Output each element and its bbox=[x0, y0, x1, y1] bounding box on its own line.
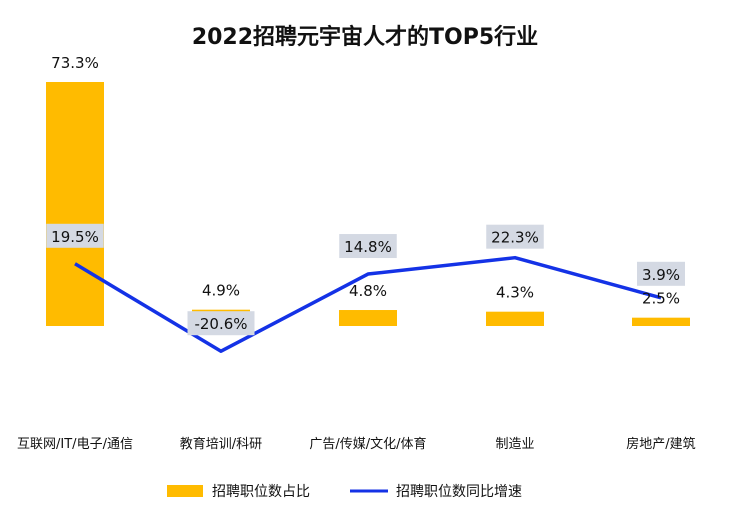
bar-series bbox=[46, 82, 690, 326]
bar-data-label: 4.3% bbox=[496, 284, 534, 302]
line-data-label-bg bbox=[339, 234, 397, 259]
bar bbox=[46, 82, 104, 326]
bar-data-label: 4.8% bbox=[349, 282, 387, 300]
line-series bbox=[74, 255, 662, 353]
category-label: 制造业 bbox=[495, 437, 534, 452]
bar bbox=[486, 311, 544, 326]
line-data-label-text: 22.3% bbox=[491, 229, 539, 247]
line-data-labels: 19.5% -20.6% 14.8% 22.3% 3.9% bbox=[46, 223, 685, 336]
line-data-label-bg bbox=[486, 224, 544, 249]
line-data-label-bg bbox=[187, 311, 255, 336]
line-data-label-bg bbox=[46, 223, 104, 248]
line-data-label: 22.3% bbox=[486, 224, 544, 249]
bar bbox=[339, 310, 397, 326]
line-data-label-text: 19.5% bbox=[51, 228, 99, 246]
category-label: 广告/传媒/文化/体育 bbox=[309, 436, 426, 452]
line-path bbox=[74, 255, 662, 353]
bar-data-label: 4.9% bbox=[202, 282, 240, 300]
legend-label-line: 招聘职位数同比增速 bbox=[396, 484, 522, 500]
bar bbox=[632, 317, 690, 326]
legend-label-bar: 招聘职位数占比 bbox=[212, 484, 310, 500]
bar-data-label: 2.5% bbox=[642, 290, 680, 308]
category-label: 互联网/IT/电子/通信 bbox=[17, 437, 133, 452]
chart-title: 2022招聘元宇宙人才的TOP5行业 bbox=[192, 24, 538, 50]
line-data-label: -20.6% bbox=[187, 311, 255, 336]
line-data-label: 19.5% bbox=[46, 223, 104, 248]
line-data-label: 3.9% bbox=[637, 261, 685, 286]
line-data-label-text: 14.8% bbox=[344, 238, 392, 256]
line-data-label-bg bbox=[637, 261, 685, 286]
line-data-label-text: -20.6% bbox=[194, 315, 247, 333]
legend-swatch-bar bbox=[167, 485, 203, 497]
bar-data-labels: 73.3% 4.9% 4.8% 4.3% 2.5% bbox=[51, 54, 680, 308]
category-label: 房地产/建筑 bbox=[626, 436, 695, 452]
category-label: 教育培训/科研 bbox=[180, 436, 262, 452]
legend: 招聘职位数占比 招聘职位数同比增速 bbox=[167, 484, 522, 500]
line-data-label-text: 3.9% bbox=[642, 266, 680, 284]
category-axis-labels: 互联网/IT/电子/通信 教育培训/科研 广告/传媒/文化/体育 制造业 房地产/建筑 bbox=[17, 436, 696, 452]
line-data-label: 14.8% bbox=[339, 234, 397, 259]
bar-data-label: 73.3% bbox=[51, 54, 99, 72]
